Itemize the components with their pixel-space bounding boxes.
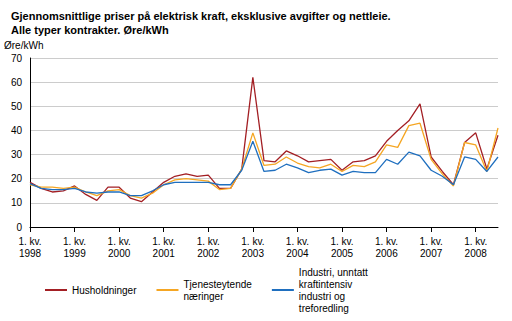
svg-text:10: 10 [11,197,23,208]
svg-text:treforedling: treforedling [299,303,349,314]
svg-text:1. kv.: 1. kv. [464,236,487,247]
svg-text:1. kv.: 1. kv. [108,236,131,247]
svg-text:2007: 2007 [420,248,443,259]
svg-text:60: 60 [11,77,23,88]
svg-text:1. kv.: 1. kv. [330,236,353,247]
svg-text:2006: 2006 [375,248,398,259]
svg-text:2001: 2001 [153,248,176,259]
svg-text:2003: 2003 [242,248,265,259]
svg-text:2008: 2008 [465,248,488,259]
svg-text:Husholdninger: Husholdninger [72,285,137,296]
svg-text:2002: 2002 [197,248,220,259]
svg-text:1. kv.: 1. kv. [63,236,86,247]
svg-text:Tjenesteytende: Tjenesteytende [183,279,252,290]
svg-text:1. kv.: 1. kv. [152,236,175,247]
svg-text:Øre/kWh: Øre/kWh [4,40,43,51]
svg-text:kraftintensiv: kraftintensiv [299,279,352,290]
svg-text:1999: 1999 [63,248,86,259]
svg-text:70: 70 [11,53,23,64]
svg-text:Industri, unntatt: Industri, unntatt [299,267,368,278]
svg-text:40: 40 [11,125,23,136]
svg-text:30: 30 [11,149,23,160]
svg-text:1. kv.: 1. kv. [241,236,264,247]
svg-text:1. kv.: 1. kv. [286,236,309,247]
svg-text:1. kv.: 1. kv. [197,236,220,247]
svg-text:Alle typer kontrakter. Øre/kWh: Alle typer kontrakter. Øre/kWh [11,24,169,36]
svg-text:2005: 2005 [331,248,354,259]
svg-text:næringer: næringer [183,291,224,302]
svg-text:Gjennomsnittlige priser på ele: Gjennomsnittlige priser på elektrisk kra… [11,10,391,22]
svg-text:2004: 2004 [286,248,309,259]
svg-text:1. kv.: 1. kv. [420,236,443,247]
svg-text:2000: 2000 [108,248,131,259]
svg-text:1. kv.: 1. kv. [18,236,41,247]
svg-text:50: 50 [11,101,23,112]
svg-text:1998: 1998 [19,248,42,259]
svg-text:industri og: industri og [299,291,345,302]
svg-text:1. kv.: 1. kv. [375,236,398,247]
svg-text:0: 0 [16,222,22,233]
svg-text:20: 20 [11,173,23,184]
